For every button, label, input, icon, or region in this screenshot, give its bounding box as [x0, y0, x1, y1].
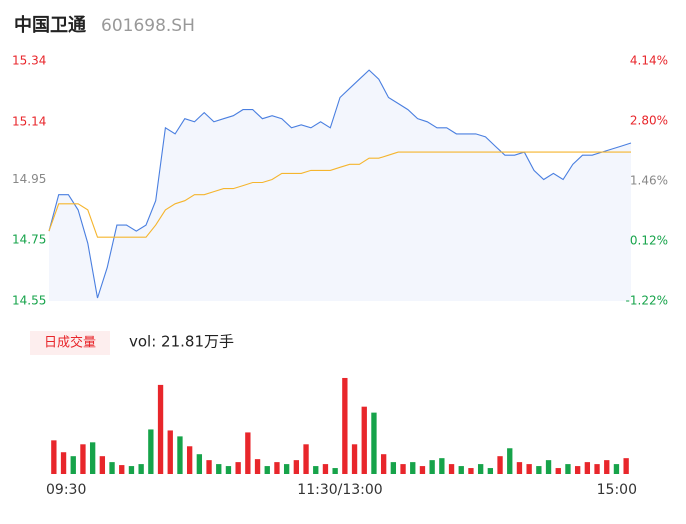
- volume-bar: [584, 462, 591, 474]
- volume-bar: [448, 464, 455, 474]
- volume-bar: [235, 462, 241, 474]
- volume-tag: [30, 331, 110, 355]
- average-line: [48, 151, 631, 238]
- price-line: [48, 69, 632, 299]
- volume-bar: [545, 460, 552, 474]
- volume-bar: [293, 460, 300, 474]
- volume-bar: [574, 466, 581, 474]
- volume-bar: [507, 448, 513, 474]
- volume-bar: [99, 456, 106, 474]
- volume-bar: [468, 468, 474, 474]
- volume-bar: [225, 466, 232, 474]
- volume-bar: [497, 456, 503, 474]
- volume-bar: [60, 452, 67, 474]
- volume-bar: [332, 468, 338, 474]
- volume-bar: [186, 446, 193, 474]
- volume-bar: [410, 462, 416, 474]
- volume-bar: [526, 464, 532, 474]
- volume-bar: [313, 466, 319, 474]
- volume-bar: [274, 462, 280, 474]
- volume-bar: [565, 464, 571, 474]
- volume-bar: [604, 460, 610, 474]
- volume-bar: [342, 377, 348, 474]
- x-tick-label: 15:00: [597, 482, 637, 498]
- volume-bar: [254, 459, 261, 474]
- y2-tick-label: 2.80%: [630, 114, 668, 128]
- volume-bar: [516, 462, 523, 474]
- volume-bar: [477, 464, 484, 474]
- volume-bar: [89, 442, 96, 474]
- volume-bar: [351, 444, 358, 474]
- y-tick-label: 15.34: [12, 54, 46, 68]
- volume-bar: [283, 464, 290, 474]
- volume-bar: [371, 412, 377, 474]
- volume-bar: [70, 456, 76, 474]
- volume-bar: [206, 460, 212, 474]
- price-area: [49, 70, 631, 301]
- volume-bar: [429, 460, 435, 474]
- volume-bar: [196, 454, 203, 474]
- volume-bar: [487, 468, 494, 474]
- volume-bar: [109, 462, 115, 474]
- y-tick-label: 14.95: [12, 172, 46, 186]
- volume-bar: [322, 464, 329, 474]
- volume-bar: [594, 464, 600, 474]
- x-tick-label: 11:30/13:00: [297, 482, 382, 498]
- volume-bar: [177, 436, 183, 474]
- volume-bar: [303, 444, 309, 474]
- volume-bar: [264, 466, 270, 474]
- y2-tick-label: 1.46%: [630, 174, 668, 188]
- volume-bar: [80, 444, 86, 474]
- volume-bar: [245, 432, 251, 474]
- volume-bar: [157, 384, 164, 474]
- x-tick-label: 09:30: [46, 482, 86, 498]
- volume-bar: [613, 464, 620, 474]
- stock-code: 601698.SH: [101, 16, 195, 36]
- volume-bar: [555, 468, 561, 474]
- volume-bar: [51, 440, 57, 474]
- volume-bar: [128, 466, 135, 474]
- volume-bar: [148, 429, 154, 474]
- volume-bar: [536, 466, 542, 474]
- volume-summary: vol: 21.81万手: [129, 333, 234, 351]
- y-tick-label: 15.14: [12, 114, 46, 128]
- y2-tick-label: 0.12%: [630, 234, 668, 248]
- y2-tick-label: -1.22%: [626, 294, 668, 308]
- volume-tag-label: 日成交量: [44, 335, 96, 351]
- volume-bar: [419, 466, 426, 474]
- stock-name: 中国卫通: [14, 14, 86, 36]
- y2-tick-label: 4.14%: [630, 54, 668, 68]
- y-tick-label: 14.55: [12, 294, 46, 308]
- y-tick-label: 14.75: [12, 233, 46, 247]
- volume-bar: [439, 458, 445, 474]
- volume-bar: [216, 464, 222, 474]
- volume-bar: [390, 462, 397, 474]
- volume-bar: [167, 430, 173, 474]
- volume-bar: [458, 466, 464, 474]
- volume-bar: [380, 454, 387, 474]
- volume-bar: [361, 406, 367, 474]
- volume-bar: [400, 464, 406, 474]
- volume-bar: [119, 465, 125, 474]
- volume-bar: [138, 464, 144, 474]
- volume-bar: [623, 458, 629, 474]
